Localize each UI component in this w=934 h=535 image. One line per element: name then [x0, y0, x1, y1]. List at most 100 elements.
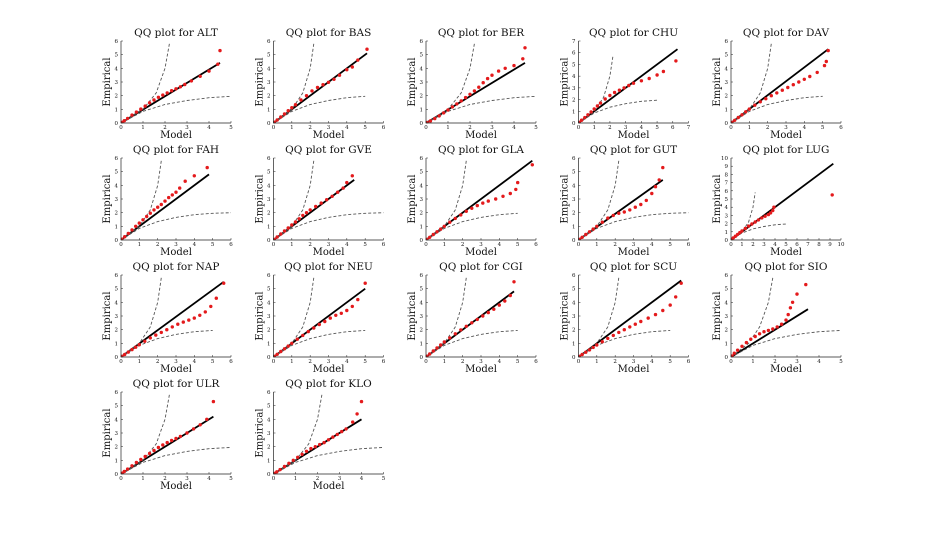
y-tick-label: 4 [420, 300, 424, 306]
data-point [279, 232, 283, 236]
data-point [523, 46, 527, 50]
data-point [802, 77, 806, 82]
x-tick-label: 4 [193, 242, 197, 248]
y-tick-label: 0 [115, 121, 119, 127]
x-tick-label: 0 [577, 125, 581, 131]
y-tick-label: 5 [115, 287, 119, 293]
data-point [617, 330, 621, 335]
data-point [470, 206, 474, 210]
y-tick-label: 3 [572, 197, 576, 203]
data-point [297, 217, 301, 221]
data-point [314, 204, 318, 209]
qq-panel: QQ plot for KLO 0 1 2 3 4 5 0 1 2 3 4 5 6 Model Empiric… [255, 378, 386, 492]
x-tick-label: 6 [382, 242, 386, 248]
data-point [170, 325, 174, 329]
data-point [310, 89, 314, 93]
data-point [733, 118, 737, 123]
data-point [322, 440, 326, 445]
data-point [121, 237, 124, 240]
data-point [795, 292, 799, 296]
data-point [485, 76, 490, 81]
data-point [426, 354, 429, 357]
data-point [501, 194, 505, 198]
y-tick-label: 3 [115, 197, 119, 203]
panel-title: QQ plot for ULR [133, 378, 221, 390]
data-point [628, 325, 632, 329]
data-point [325, 198, 329, 202]
data-point [282, 347, 287, 351]
y-tick-label: 0 [420, 121, 424, 127]
data-point [446, 108, 450, 112]
panel-title: QQ plot for FAH [133, 144, 219, 156]
y-tick-label: 0 [267, 121, 271, 127]
x-tick-label: 6 [229, 359, 233, 365]
data-point [628, 208, 632, 212]
upper-envelope-curve [273, 394, 323, 474]
data-point [762, 330, 766, 334]
upper-envelope-curve [578, 277, 620, 357]
y-tick-label: 6 [725, 189, 729, 195]
data-point [350, 65, 354, 69]
x-tick-label: 0 [729, 242, 733, 248]
data-point [167, 195, 171, 200]
y-tick-label: 2 [115, 445, 119, 451]
data-point [198, 313, 202, 317]
data-point [584, 232, 588, 237]
panel-title: QQ plot for CHU [589, 27, 678, 39]
x-tick-label: 5 [655, 125, 659, 131]
data-point [152, 98, 156, 102]
x-tick-label: 0 [424, 242, 428, 248]
data-point [148, 211, 152, 215]
y-tick-label: 6 [725, 273, 729, 279]
y-tick-label: 1 [267, 458, 271, 464]
data-point [306, 329, 310, 334]
data-point [830, 193, 834, 197]
y-tick-label: 5 [267, 170, 271, 176]
y-tick-label: 0 [572, 121, 576, 127]
data-point [187, 318, 191, 322]
data-point [442, 340, 446, 344]
data-point [304, 94, 309, 98]
y-tick-label: 0 [115, 355, 119, 361]
data-point [611, 213, 615, 218]
x-tick-label: 5 [363, 242, 367, 248]
data-point [337, 73, 342, 77]
x-tick-label: 4 [817, 359, 821, 365]
upper-envelope-curve [273, 160, 315, 240]
data-point [156, 95, 161, 100]
data-point [207, 69, 211, 73]
data-point [198, 423, 202, 427]
data-point [165, 328, 169, 332]
data-point [791, 83, 795, 87]
lower-envelope-curve [121, 329, 213, 357]
data-point [600, 340, 604, 344]
y-tick-label: 0 [267, 355, 271, 361]
x-tick-label: 5 [668, 242, 672, 248]
data-point [222, 281, 226, 285]
x-tick-label: 2 [163, 125, 167, 131]
x-tick-label: 5 [363, 359, 367, 365]
y-tick-label: 3 [267, 80, 271, 86]
x-tick-label: 4 [803, 125, 807, 131]
data-point [766, 328, 771, 333]
y-tick-label: 0 [420, 238, 424, 244]
y-tick-label: 0 [115, 238, 119, 244]
panel-title: QQ plot for GVE [285, 144, 372, 156]
data-point [273, 120, 277, 123]
data-point [121, 354, 124, 357]
data-point [743, 226, 747, 231]
y-axis-label: Empirical [712, 291, 723, 340]
y-tick-label: 4 [267, 66, 271, 72]
y-tick-label: 5 [572, 170, 576, 176]
x-tick-label: 2 [613, 359, 617, 365]
x-tick-label: 7 [687, 125, 691, 131]
data-point [209, 304, 213, 309]
qq-panel: QQ plot for GUT 0 1 2 3 4 5 6 0 1 2 3 4 5 6 Model Empiri… [560, 144, 691, 258]
x-tick-label: 5 [211, 242, 215, 248]
y-tick-label: 5 [115, 170, 119, 176]
data-point [769, 94, 773, 98]
lower-envelope-curve [121, 95, 231, 123]
data-point [161, 93, 165, 97]
x-tick-label: 1 [443, 359, 447, 365]
y-tick-label: 3 [572, 86, 576, 92]
